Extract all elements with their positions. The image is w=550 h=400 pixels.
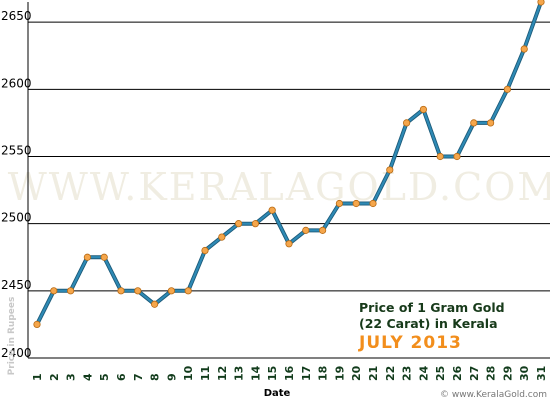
x-tick-label: 3 bbox=[65, 373, 78, 381]
data-point bbox=[520, 45, 528, 53]
x-tick-label: 19 bbox=[333, 366, 346, 381]
data-point bbox=[419, 105, 427, 114]
x-tick-label: 23 bbox=[401, 366, 414, 381]
data-point bbox=[503, 85, 511, 93]
series-line bbox=[36, 1, 543, 325]
data-point bbox=[302, 226, 310, 234]
x-tick-label: 15 bbox=[266, 366, 279, 381]
data-point bbox=[318, 226, 327, 234]
x-tick-label: 18 bbox=[317, 366, 330, 381]
data-point bbox=[369, 199, 377, 208]
x-tick-label: 27 bbox=[468, 366, 481, 381]
data-point bbox=[184, 287, 192, 295]
watermark-text: WWW.KERALAGOLD.COM bbox=[8, 165, 550, 209]
x-tick-label: 24 bbox=[417, 365, 430, 381]
y-axis-label: Price in Rupees bbox=[7, 297, 17, 376]
x-tick-label: 20 bbox=[350, 365, 363, 381]
data-point bbox=[285, 240, 293, 248]
data-point bbox=[436, 152, 444, 161]
y-tick-label: 2500 bbox=[1, 211, 32, 225]
x-tick-label: 13 bbox=[233, 366, 246, 381]
data-point bbox=[50, 287, 58, 295]
chart-title-line-1: Price of 1 Gram Gold bbox=[359, 300, 505, 315]
data-point bbox=[167, 287, 175, 295]
x-tick-labels: 1 2 3 4 5 6 7 8 9 10 11 12 13 14 15 16 17 18 19 20 21 22 23 24 2… bbox=[31, 365, 548, 381]
data-point bbox=[335, 199, 343, 208]
chart-title-month: JULY 2013 bbox=[358, 333, 462, 353]
data-point bbox=[235, 220, 243, 228]
y-tick-labels: 2400 2450 2500 2550 2600 2650 bbox=[1, 9, 32, 360]
x-tick-label: 12 bbox=[216, 366, 229, 381]
chart-title-line-2: (22 Carat) in Kerala bbox=[359, 316, 498, 331]
data-point bbox=[268, 206, 276, 214]
data-point bbox=[352, 199, 360, 208]
data-point bbox=[453, 152, 461, 161]
x-tick-label: 4 bbox=[81, 373, 94, 381]
data-point bbox=[117, 287, 125, 295]
x-tick-label: 28 bbox=[485, 366, 498, 381]
x-tick-label: 8 bbox=[149, 373, 162, 381]
x-axis-label: Date bbox=[264, 388, 291, 399]
y-tick-label: 2600 bbox=[1, 76, 32, 90]
data-point bbox=[386, 166, 394, 174]
data-point bbox=[33, 320, 41, 329]
x-tick-label: 21 bbox=[367, 366, 380, 381]
data-point bbox=[134, 287, 142, 295]
x-tick-label: 31 bbox=[535, 366, 548, 381]
x-tick-label: 26 bbox=[451, 365, 464, 381]
data-point bbox=[67, 287, 75, 295]
x-tick-label: 2 bbox=[48, 373, 61, 381]
x-tick-label: 6 bbox=[115, 373, 128, 381]
x-tick-label: 29 bbox=[501, 366, 514, 381]
x-tick-label: 1 bbox=[31, 373, 44, 381]
data-point bbox=[83, 253, 92, 261]
data-point bbox=[470, 119, 478, 127]
data-point bbox=[251, 220, 259, 228]
data-point bbox=[537, 0, 545, 6]
y-tick-label: 2400 bbox=[1, 346, 32, 360]
y-tick-label: 2450 bbox=[1, 278, 32, 292]
data-point bbox=[486, 119, 495, 127]
x-tick-label: 7 bbox=[132, 373, 145, 381]
x-tick-label: 9 bbox=[165, 373, 178, 381]
series-group bbox=[33, 0, 545, 329]
data-point bbox=[218, 233, 226, 241]
data-point bbox=[100, 253, 108, 261]
y-tick-label: 2650 bbox=[1, 9, 32, 23]
x-tick-label: 11 bbox=[199, 366, 212, 381]
x-tick-label: 25 bbox=[434, 366, 447, 381]
x-tick-label: 17 bbox=[300, 366, 313, 381]
x-tick-label: 22 bbox=[384, 366, 397, 381]
y-tick-label: 2550 bbox=[1, 143, 32, 157]
x-tick-label: 5 bbox=[98, 373, 111, 381]
data-point bbox=[201, 246, 209, 255]
data-point bbox=[402, 119, 411, 127]
data-point bbox=[151, 300, 159, 308]
x-tick-label: 16 bbox=[283, 365, 296, 381]
footer-credit: © www.KeralaGold.com bbox=[440, 390, 547, 400]
grid-lines bbox=[28, 21, 550, 359]
x-tick-label: 30 bbox=[518, 365, 531, 381]
x-tick-label: 14 bbox=[249, 365, 262, 381]
x-tick-label: 10 bbox=[182, 365, 195, 381]
